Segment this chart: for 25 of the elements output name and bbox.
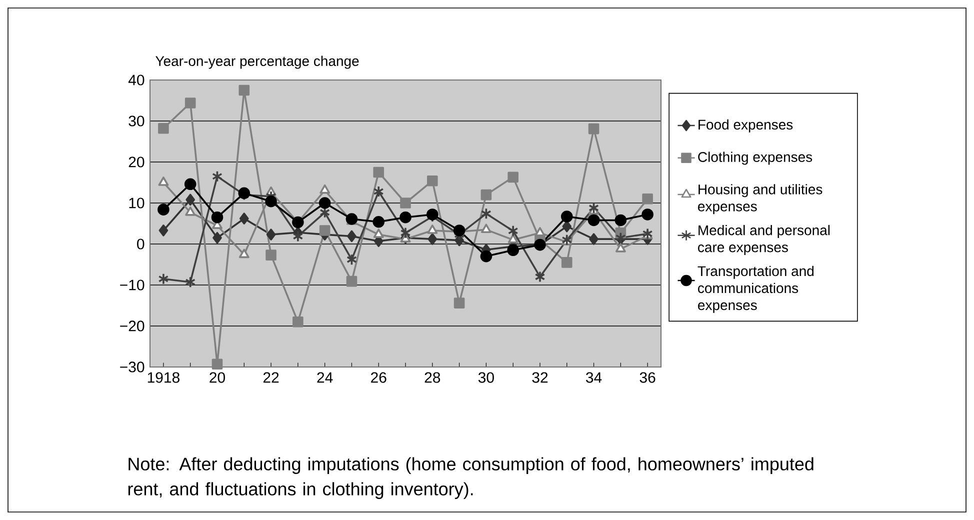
- x-tick-label: 32: [532, 372, 548, 383]
- x-tick-label: 30: [478, 372, 494, 383]
- x-tick-label: 24: [317, 372, 333, 383]
- y-tick-label: 30: [128, 116, 144, 126]
- text: Note: After deducting imputations (home consumption of food, homeowners’ imputed rent, and fluctuations in clothing inventory).: [128, 457, 814, 499]
- legend-label: Transportation and communications expenses: [698, 266, 814, 313]
- legend-label: Clothing expenses: [698, 152, 812, 165]
- y-tick-label: 10: [129, 198, 144, 208]
- y-tick-label: 40: [128, 74, 144, 86]
- y-tick-label: −30: [120, 362, 144, 372]
- legend-label: Food expenses: [698, 119, 793, 132]
- x-tick-label: 20: [210, 372, 225, 383]
- y-tick-label: 20: [128, 156, 144, 168]
- x-tick-label: 1918: [148, 372, 180, 383]
- legend-label: Housing and utilities expenses: [698, 184, 822, 214]
- x-tick-label: 34: [586, 372, 602, 383]
- x-tick-label: 36: [640, 372, 656, 383]
- y-tick-label: −20: [120, 320, 144, 332]
- y-tick-label: 0: [137, 238, 144, 250]
- y-axis-title: Year-on-year percentage change: [156, 56, 359, 69]
- x-tick-label: 26: [371, 372, 386, 383]
- y-tick-label: −10: [120, 280, 144, 290]
- legend-label: Medical and personal care expenses: [698, 224, 830, 255]
- x-tick-label: 28: [424, 372, 440, 383]
- x-tick-label: 22: [263, 372, 279, 383]
